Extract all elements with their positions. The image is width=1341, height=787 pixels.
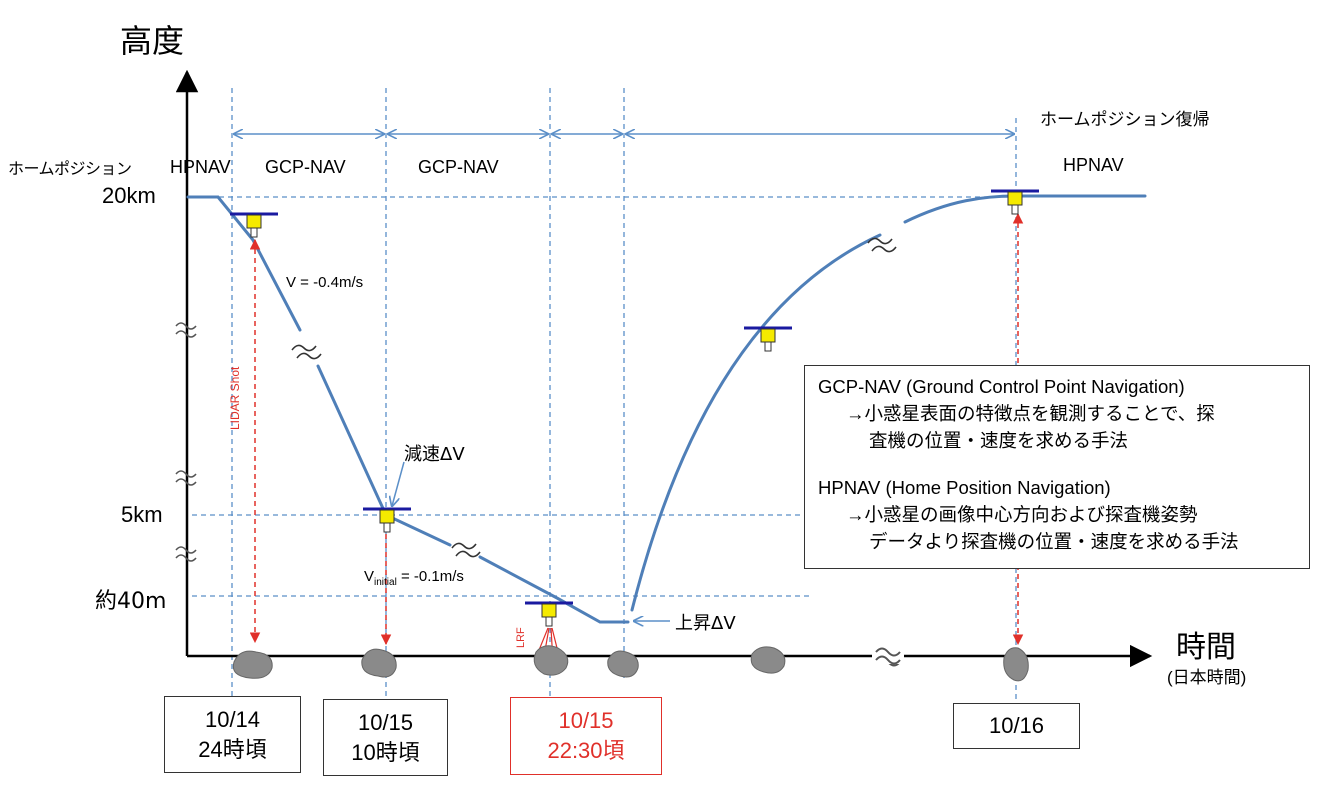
lidar-label: LIDAR Shot [228,366,242,430]
time-box-1015-morning-date: 10/15 [357,710,414,735]
trajectory [186,194,1147,624]
legend-hp-line1: →小惑星の画像中心方向および探査機姿勢 [846,504,1198,525]
measurement-lines [249,212,1024,646]
legend-hp-title: HPNAV (Home Position Navigation) [818,477,1111,498]
phase-label-gcp-nav-2: GCP-NAV [418,157,499,177]
lrf-label: LRF [515,627,527,648]
time-box-1014-time: 24時頃 [198,737,267,762]
v-initial-value: = -0.1m/s [396,568,464,585]
y-tick-5km: 5km [121,502,163,527]
velocity-descent-label: V = -0.4m/s [286,274,364,291]
v-initial-label: Vinitial = -0.1m/s [364,568,464,588]
ascent-label: 上昇ΔV [675,613,736,634]
return-label: ホームポジション復帰 [1040,110,1210,130]
phase-label-gcp-nav-1: GCP-NAV [265,157,346,177]
horizontal-guides [192,196,1150,597]
time-box-1014: 10/14 24時頃 [164,696,301,773]
time-box-1016: 10/16 [953,703,1080,749]
asteroids [232,645,1029,682]
x-axis-label: 時間 [1176,630,1236,665]
phase-label-hpnav-start: HPNAV [170,157,231,177]
decel-label: 減速ΔV [404,444,465,465]
legend-gcp-line1: →小惑星表面の特徴点を観測することで、探 [846,403,1215,424]
annotation-arrows [392,461,670,621]
x-axis-sublabel: (日本時間) [1167,668,1247,687]
time-box-1015-night: 10/15 22:30頃 [510,697,662,775]
v-initial-sub: initial [374,577,397,588]
phase-label-hpnav-end: HPNAV [1063,155,1124,175]
time-box-1016-date: 10/16 [988,713,1045,738]
home-position-label: ホームポジション [8,159,132,178]
v-initial-prefix: V [364,568,375,585]
axis-break-marks [175,322,901,667]
time-box-1014-date: 10/14 [204,707,261,732]
time-box-1015-morning: 10/15 10時頃 [323,699,448,776]
y-tick-40m: 約40m [95,589,167,614]
time-box-1015-morning-time: 10時頃 [351,740,420,765]
legend-hp-line2: データより探査機の位置・速度を求める手法 [869,531,1239,552]
spacecraft-icons [230,189,1039,627]
y-axis-label: 高度 [120,22,185,60]
legend-box: GCP-NAV (Ground Control Point Navigation… [804,365,1310,569]
legend-gcp-title: GCP-NAV (Ground Control Point Navigation… [818,376,1185,397]
time-box-1015-night-time: 22:30頃 [547,738,625,763]
time-box-1015-night-date: 10/15 [558,708,614,733]
y-tick-20km: 20km [102,183,156,208]
legend-gcp-line2: 査機の位置・速度を求める手法 [869,430,1129,451]
